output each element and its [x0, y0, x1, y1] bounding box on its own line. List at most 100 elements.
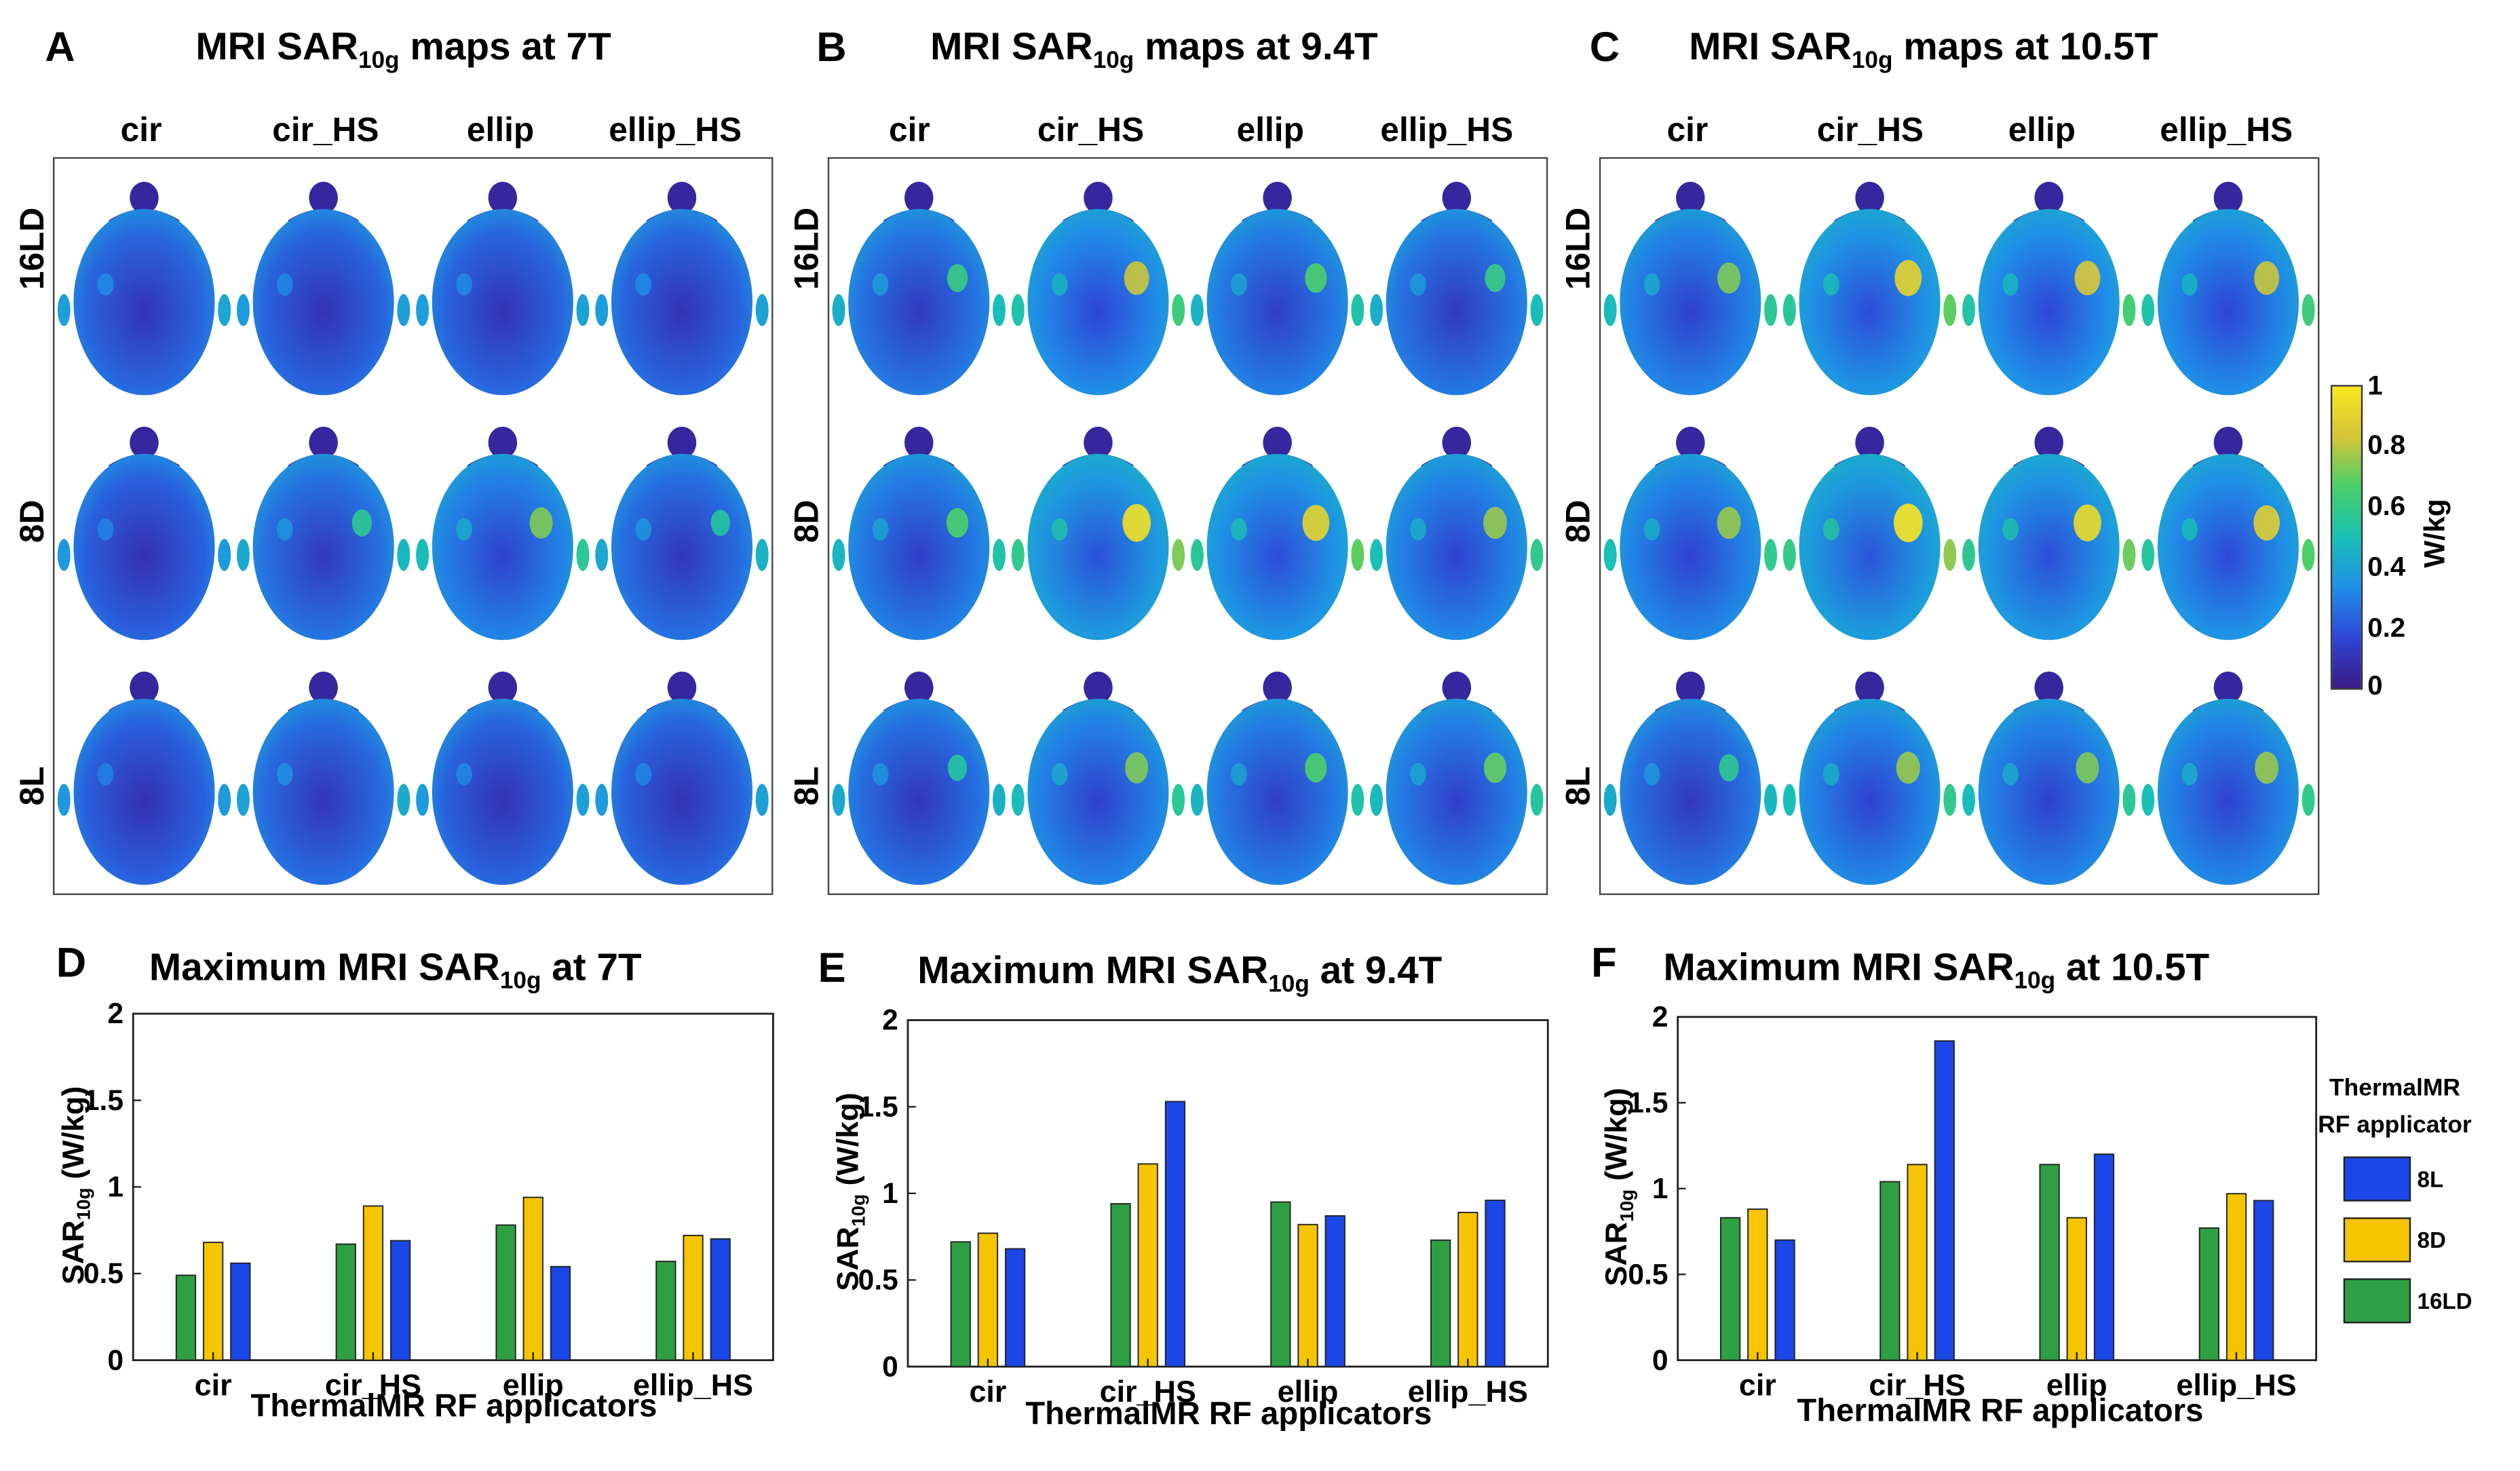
head-ear-left: [1190, 294, 1204, 326]
head-ear-left: [1370, 784, 1383, 816]
head-ear-left: [2141, 539, 2155, 571]
head-body: [1206, 209, 1348, 396]
head-body: [1799, 454, 1941, 641]
bar-16ld-cir-hs: [335, 1243, 356, 1361]
y-tick-label: 0: [882, 1350, 898, 1383]
sar-hotspot: [1410, 763, 1426, 786]
sar-hotspot: [710, 510, 730, 537]
head-ear-left: [416, 539, 429, 571]
head-nose: [904, 181, 934, 214]
head-ear-right: [2302, 784, 2315, 816]
head-ear-left: [57, 784, 71, 816]
sar-hotspot: [872, 518, 889, 541]
y-label-text: SAR: [58, 1220, 92, 1285]
head-ear-left: [2141, 294, 2155, 326]
head-nose: [1084, 181, 1113, 214]
sar-hotspot: [1305, 752, 1327, 783]
sar-hotspot: [1231, 518, 1247, 541]
sar-hotspot: [872, 273, 889, 296]
head-map: [1603, 671, 1778, 885]
y-label-subscript: 10g: [74, 1187, 95, 1221]
colorbar-tick: 0.4: [2367, 552, 2406, 583]
bar-8d-ellip-hs: [683, 1234, 704, 1361]
sar-hotspot: [1643, 763, 1660, 786]
sar-hotspot: [1305, 263, 1327, 293]
sar-hotspot: [277, 763, 293, 786]
head-map: [832, 426, 1006, 641]
x-tick-label: cir: [195, 1368, 232, 1402]
title-subscript: 10g: [1851, 48, 1893, 75]
sar-hotspot: [277, 273, 293, 296]
head-map: [1011, 181, 1185, 396]
head-ear-left: [832, 784, 845, 816]
head-ear-right: [1351, 784, 1364, 816]
head-ear-left: [57, 294, 71, 326]
sar-hotspot: [635, 273, 652, 296]
x-tick-label: ellip_HS: [1408, 1374, 1528, 1409]
head-map: [1962, 671, 2136, 885]
sar-hotspot: [2074, 261, 2101, 296]
head-ear-left: [1782, 294, 1796, 326]
head-body: [611, 698, 753, 885]
head-body: [1027, 698, 1169, 885]
head-map: [236, 426, 411, 641]
head-nose: [1442, 671, 1472, 704]
head-map: [1962, 426, 2136, 641]
sar-hotspot: [529, 507, 553, 539]
head-ear-right: [218, 784, 231, 816]
title-subscript: 10g: [358, 48, 400, 75]
head-nose: [904, 671, 934, 704]
title-text: maps at 9.4T: [1134, 25, 1378, 69]
bar-16ld-ellip-hs: [2198, 1227, 2219, 1361]
sar-hotspot: [1896, 751, 1920, 784]
head-ear-left: [236, 294, 250, 326]
map-column-label: cir: [889, 112, 930, 149]
map-column-label: cir: [120, 112, 162, 149]
y-label-text: (W/kg): [1601, 1088, 1635, 1189]
bar-8l-cir: [1774, 1239, 1795, 1361]
head-body: [2157, 698, 2299, 885]
sar-hotspot: [2002, 763, 2019, 786]
colorbar-tick: 0: [2367, 670, 2383, 702]
sar-hotspot: [1051, 763, 1068, 786]
sar-hotspot: [1485, 264, 1506, 292]
head-ear-left: [1603, 539, 1617, 571]
map-row-label: 16LD: [789, 207, 826, 290]
head-ear-right: [1764, 539, 1778, 571]
sar-hotspot: [2181, 763, 2198, 786]
sar-hotspot: [1483, 507, 1508, 539]
map-row-label: 8L: [1561, 766, 1598, 806]
sar-hotspot: [351, 509, 373, 537]
head-body: [1620, 209, 1761, 396]
map-column-label: ellip_HS: [2160, 112, 2293, 149]
map-row-label: 8D: [14, 499, 52, 543]
sar-hotspot: [1822, 273, 1839, 296]
sar-hotspot: [2255, 751, 2279, 784]
head-ear-right: [755, 539, 769, 571]
map-panel-title: MRI SAR10g maps at 10.5T: [1689, 26, 2158, 75]
map-column-label: ellip_HS: [609, 112, 742, 149]
sar-hotspot: [635, 518, 652, 541]
head-ear-right: [2122, 539, 2136, 571]
head-map: [416, 426, 590, 641]
x-tick-label: ellip_HS: [2176, 1368, 2296, 1402]
head-ear-right: [397, 539, 411, 571]
plot-area: [906, 1019, 1549, 1368]
head-ear-left: [1962, 784, 1975, 816]
y-tick-label: 1.5: [1628, 1086, 1668, 1119]
sar-hotspot: [456, 763, 472, 786]
head-ear-right: [755, 294, 769, 326]
bar-8l-ellip-hs: [710, 1238, 731, 1361]
x-tick-label: ellip: [1278, 1374, 1339, 1409]
head-ear-right: [1351, 539, 1364, 571]
map-column-label: ellip: [1236, 112, 1304, 149]
x-axis-label: ThermalMR RF applicators: [1025, 1397, 1432, 1433]
sar-hotspot: [277, 518, 293, 541]
head-body: [1386, 698, 1527, 885]
head-map: [1370, 671, 1544, 885]
head-body: [611, 454, 753, 641]
head-map: [57, 671, 231, 885]
bar-8d-ellip: [1297, 1223, 1318, 1368]
head-map: [416, 181, 590, 396]
